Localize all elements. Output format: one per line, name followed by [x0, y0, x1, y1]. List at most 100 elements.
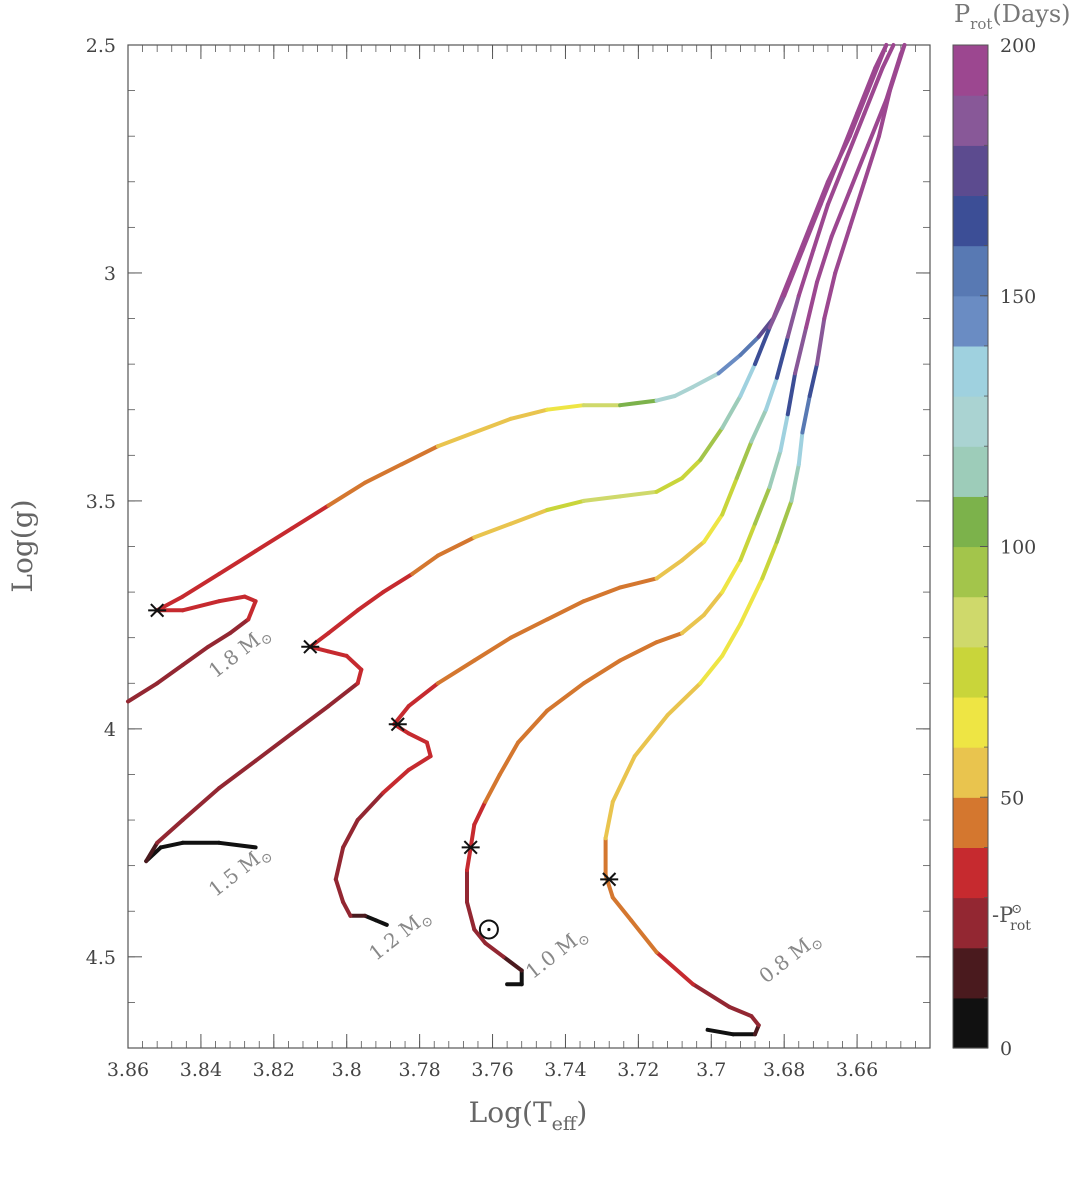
sun-marker-dot	[487, 927, 491, 932]
track-segment	[720, 476, 739, 517]
track-segment	[508, 407, 550, 421]
colorbar-swatch	[953, 45, 988, 96]
track-segment	[702, 512, 725, 544]
track-label: 1.5 M⊙	[204, 839, 277, 904]
track-segment	[785, 293, 801, 339]
track-segment	[581, 585, 623, 604]
track-segment	[618, 640, 659, 663]
track-segment	[545, 681, 586, 713]
colorbar	[953, 45, 988, 1049]
star-stroke	[390, 717, 405, 732]
track-segment	[705, 1027, 736, 1037]
track-labels: 1.8 M⊙ 1.5 M⊙ 1.2 M⊙ 1.0 M⊙ 0.8 M⊙	[204, 628, 827, 991]
colorbar-swatch	[953, 696, 988, 748]
track-segment	[468, 822, 477, 850]
track-segment	[720, 558, 743, 595]
colorbar-swatch	[953, 997, 988, 1049]
track-segment	[815, 234, 834, 285]
track-segment	[760, 539, 779, 581]
track-segment	[545, 403, 586, 412]
track-segment	[778, 412, 790, 453]
track-segment	[654, 394, 677, 403]
track-segment	[738, 576, 765, 626]
x-tick-label: 3.86	[107, 1059, 149, 1081]
track-segment	[698, 653, 725, 686]
track-segment	[472, 416, 513, 435]
track-segment	[497, 740, 521, 777]
track-segment	[720, 622, 743, 658]
track-segment	[610, 754, 637, 804]
track-segment	[180, 786, 222, 822]
colorbar-swatch	[953, 496, 988, 548]
track-segment	[654, 950, 695, 987]
track-segment	[727, 1005, 754, 1019]
track-segment	[774, 334, 790, 380]
track-segment	[472, 635, 513, 663]
track-segment	[818, 157, 841, 207]
sun-marker	[478, 919, 499, 940]
track-segment	[691, 982, 732, 1009]
track-segment	[333, 845, 346, 882]
track-segment	[246, 599, 258, 622]
colorbar-swatch	[953, 947, 988, 999]
y-tick-label: 2.5	[86, 35, 116, 57]
star-stroke	[463, 840, 478, 855]
track-segment	[435, 535, 477, 558]
track-segment	[811, 202, 830, 253]
track-label: 1.2 M⊙	[364, 903, 437, 968]
track-segment	[873, 43, 889, 70]
track-segment	[155, 594, 185, 613]
track-segment	[155, 663, 185, 686]
star-stroke	[150, 603, 165, 618]
track-segment	[333, 877, 346, 905]
y-tick-label: 3.5	[86, 491, 116, 513]
track-segment	[501, 954, 524, 973]
colorbar-tick-label: 50	[1000, 787, 1024, 809]
track-segment	[618, 576, 659, 590]
track-segment	[508, 508, 550, 526]
track-segment	[516, 708, 550, 745]
track-segment	[355, 667, 364, 686]
track-segment	[465, 845, 473, 873]
track-segment	[753, 485, 772, 526]
track-segment	[399, 444, 440, 467]
track-segment	[793, 325, 809, 376]
colorbar-swatch	[953, 596, 988, 648]
colorbar-tick-label: 100	[1000, 537, 1036, 559]
track-1.8-msun	[126, 43, 889, 704]
track-segment	[618, 398, 659, 408]
track-segment	[610, 895, 634, 923]
zams-star-marker	[461, 840, 480, 855]
track-segment	[217, 594, 247, 604]
track-segment	[355, 790, 386, 822]
track-segment	[749, 407, 768, 444]
track-segment	[836, 111, 860, 161]
track-label: 0.8 M⊙	[754, 926, 827, 991]
track-1.5-msun	[144, 43, 889, 864]
colorbar-swatch	[953, 245, 988, 297]
track-segment	[158, 840, 185, 850]
zams-star-marker	[301, 639, 320, 654]
track-segment	[815, 316, 827, 367]
track-segment	[753, 325, 772, 367]
track-segment	[144, 840, 160, 864]
track-segment	[774, 498, 794, 544]
track-segment	[472, 521, 513, 540]
track-segment	[290, 704, 331, 736]
track-segment	[877, 88, 892, 139]
zams-star-marker	[600, 872, 619, 887]
track-segment	[833, 225, 852, 275]
track-segment	[680, 612, 706, 636]
track-segment	[789, 462, 801, 503]
track-segment	[618, 489, 659, 499]
track-segment	[290, 503, 331, 531]
track-segment	[782, 248, 805, 298]
x-tick-label: 3.66	[836, 1059, 878, 1081]
track-segment	[406, 731, 429, 745]
track-segment	[581, 494, 623, 503]
track-segment	[217, 840, 258, 850]
track-segment	[862, 134, 881, 184]
colorbar-swatch	[953, 897, 988, 949]
colorbar-swatch	[953, 195, 988, 247]
